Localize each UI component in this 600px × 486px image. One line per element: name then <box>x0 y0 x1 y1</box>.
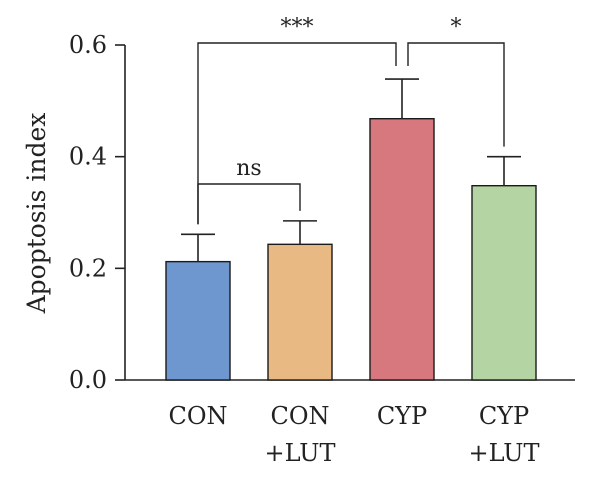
y-tick-label: 0.2 <box>69 254 107 282</box>
x-category-label: CYP <box>479 402 529 430</box>
y-ticks: 0.0 0.2 0.4 0.6 <box>69 31 125 394</box>
significance-bracket <box>197 42 397 225</box>
bar <box>165 260 231 381</box>
y-tick-label: 0.4 <box>69 143 107 171</box>
significance-label: *** <box>281 15 314 40</box>
bar <box>369 117 435 381</box>
y-tick-label: 0.6 <box>69 31 107 59</box>
bar <box>267 243 333 381</box>
bar <box>471 184 537 381</box>
y-tick-label: 0.0 <box>69 366 107 394</box>
x-category-label: CYP <box>377 402 427 430</box>
significance-bracket <box>407 42 505 147</box>
x-category-label: +LUT <box>265 439 336 467</box>
y-axis-title: Apoptosis index <box>22 113 51 315</box>
x-category-label: +LUT <box>469 439 540 467</box>
x-category-label: CON <box>270 402 329 430</box>
significance-brackets: ns*** * <box>197 15 505 225</box>
significance-label: ns <box>236 156 261 181</box>
bars <box>165 117 537 381</box>
x-category-labels: CON CON +LUT CYP CYP +LUT <box>168 402 539 467</box>
significance-bracket <box>197 183 301 225</box>
significance-label: * <box>451 15 462 40</box>
x-category-label: CON <box>168 402 227 430</box>
y-axis-title-group: Apoptosis index <box>22 113 51 315</box>
error-bars <box>181 78 521 262</box>
